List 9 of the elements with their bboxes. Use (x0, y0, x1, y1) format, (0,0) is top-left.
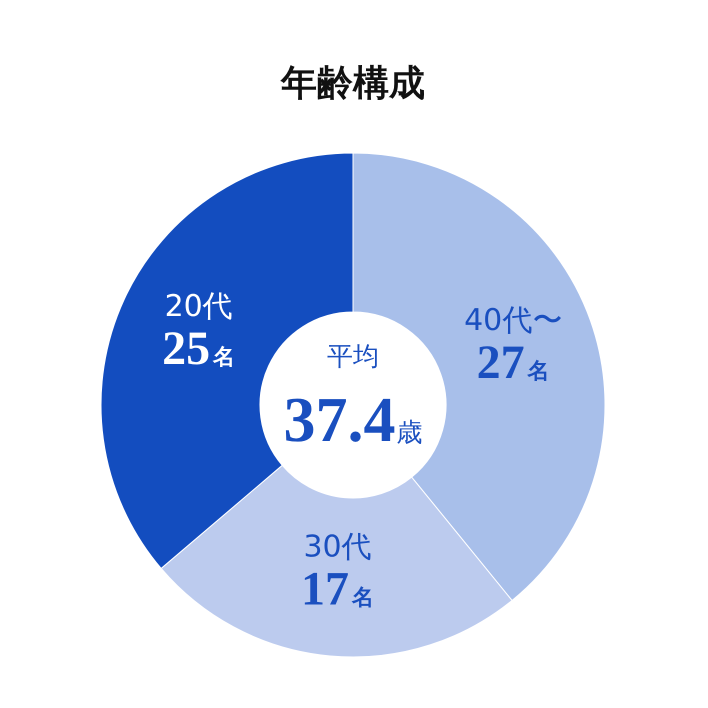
slice-label: 40代〜 (464, 303, 562, 338)
chart-title: 年齢構成 (280, 63, 425, 104)
data-label: 17名 (301, 562, 374, 616)
slice-label: 20代 (164, 288, 233, 324)
data-label: 25名 (162, 322, 236, 375)
slice-label: 30代 (303, 529, 372, 564)
text: 平均 (327, 342, 379, 372)
data-label: 27名 (476, 336, 550, 390)
text: 37.4歳 (284, 384, 422, 455)
